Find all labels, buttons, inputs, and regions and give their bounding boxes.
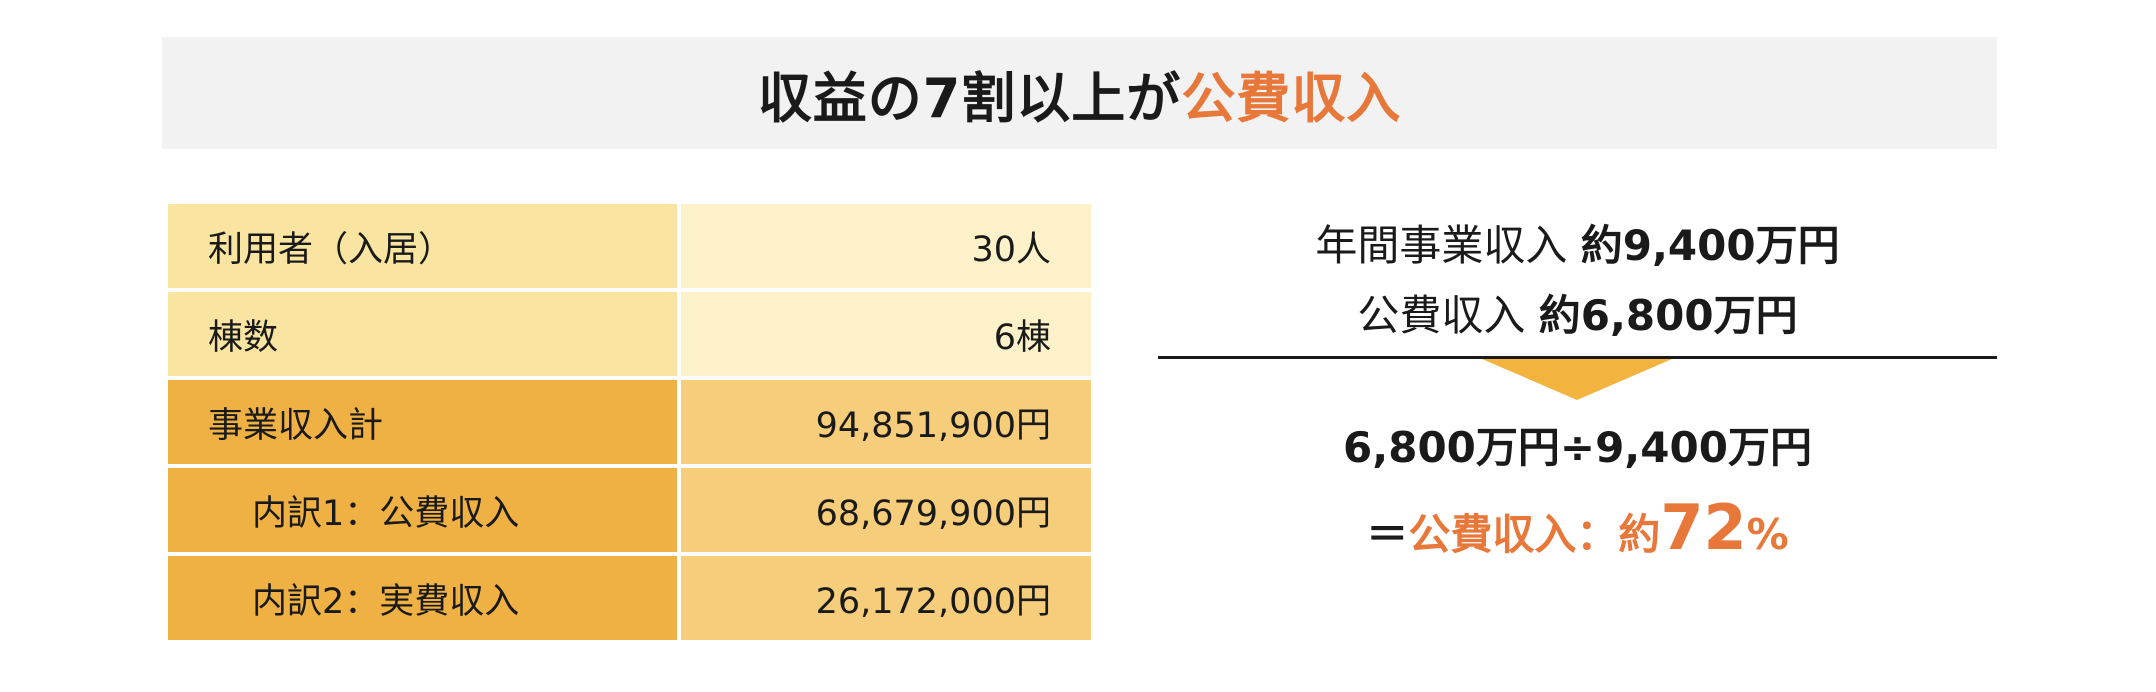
public-line: 公費収入 約6,800万円 bbox=[1158, 282, 1997, 343]
arrow-shape bbox=[1482, 359, 1672, 400]
public-value: 約6,800万円 bbox=[1538, 291, 1798, 340]
title-highlight: 公費収入 bbox=[1181, 66, 1402, 130]
row-label: 内訳2：実費収入 bbox=[166, 554, 679, 642]
annual-value: 約9,400万円 bbox=[1580, 221, 1840, 270]
arrow bbox=[1482, 359, 1672, 400]
public-label: 公費収入 bbox=[1357, 291, 1526, 340]
table-row: 内訳2：実費収入 26,172,000円 bbox=[166, 554, 1093, 642]
row-label: 棟数 bbox=[166, 290, 679, 378]
row-label: 利用者（入居） bbox=[166, 202, 679, 290]
result-label: 公費収入：約 bbox=[1408, 510, 1661, 559]
row-value: 94,851,900円 bbox=[678, 378, 1093, 466]
formula: 6,800万円÷9,400万円 bbox=[1343, 423, 1812, 472]
result-unit: % bbox=[1746, 510, 1789, 559]
title-band: 収益の7割以上が 公費収入 bbox=[162, 37, 1997, 149]
info-table: 利用者（入居） 30人 棟数 6棟 事業収入計 94,851,900円 内訳1：公費収… bbox=[166, 202, 1093, 642]
annual-label: 年間事業収入 bbox=[1315, 221, 1568, 270]
result-line: ＝公費収入：約72% bbox=[1158, 488, 1997, 568]
row-value: 30人 bbox=[678, 202, 1093, 290]
annual-line: 年間事業収入 約9,400万円 bbox=[1158, 212, 1997, 273]
divider bbox=[1158, 356, 1997, 359]
result-value: 72 bbox=[1660, 491, 1747, 564]
table-row: 利用者（入居） 30人 bbox=[166, 202, 1093, 290]
row-value: 26,172,000円 bbox=[678, 554, 1093, 642]
row-label: 内訳1：公費収入 bbox=[166, 466, 679, 554]
title: 収益の7割以上が bbox=[757, 66, 1182, 130]
row-value: 6棟 bbox=[678, 290, 1093, 378]
table-row: 内訳1：公費収入 68,679,900円 bbox=[166, 466, 1093, 554]
table-row: 事業収入計 94,851,900円 bbox=[166, 378, 1093, 466]
table-row: 棟数 6棟 bbox=[166, 290, 1093, 378]
result-prefix: ＝ bbox=[1366, 510, 1409, 559]
row-label: 事業収入計 bbox=[166, 378, 679, 466]
row-value: 68,679,900円 bbox=[678, 466, 1093, 554]
